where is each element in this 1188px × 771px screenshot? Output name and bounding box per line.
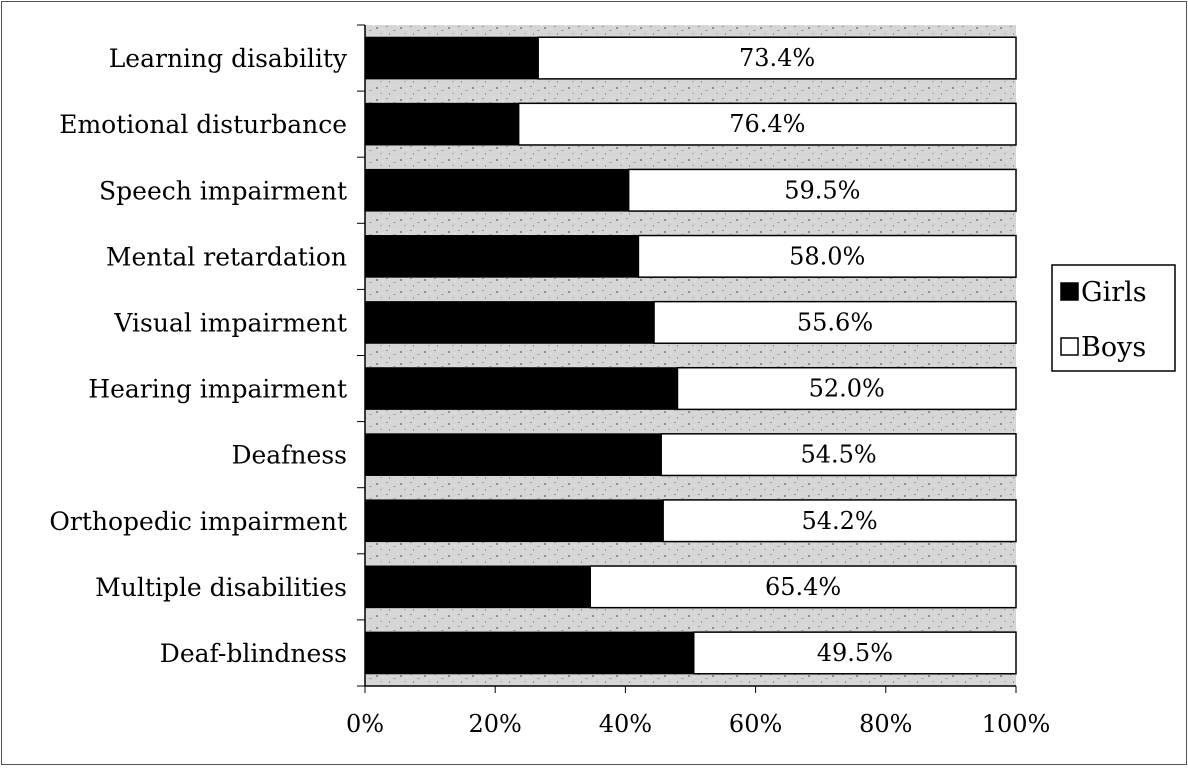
category-label: Learning disability	[109, 44, 348, 73]
bar-girls	[364, 367, 678, 410]
bar-girls	[364, 301, 655, 344]
bar-boys	[693, 631, 1017, 675]
x-tick-label: 100%	[982, 710, 1051, 738]
data-label: 52.0%	[809, 375, 885, 403]
legend-swatch-girls	[1060, 282, 1079, 301]
x-tick-label: 60%	[729, 710, 782, 738]
bar-boys	[637, 234, 1017, 278]
data-label: 73.4%	[739, 44, 815, 72]
category-label: Visual impairment	[113, 308, 347, 337]
bar-boys	[676, 366, 1017, 411]
data-label: 76.4%	[729, 110, 805, 138]
x-tick-label: 40%	[599, 710, 652, 738]
bar-boys	[517, 102, 1017, 146]
bar-boys	[653, 300, 1017, 345]
bar-girls	[364, 36, 539, 80]
x-tick-label: 0%	[346, 710, 384, 738]
category-label: Emotional disturbance	[59, 110, 347, 139]
bar-girls	[364, 565, 591, 609]
data-label: 55.6%	[797, 308, 873, 336]
category-label: Mental retardation	[106, 242, 347, 271]
data-label: 49.5%	[817, 639, 893, 667]
bar-girls	[364, 168, 630, 212]
bar-boys	[662, 499, 1017, 543]
bar-girls	[364, 102, 520, 146]
bar-girls	[364, 433, 662, 476]
bars-layer: 73.4% 76.4% 59.5% 58.0% 55.6% 52.0% 54.5% 54.2%…	[364, 36, 1017, 675]
bar-boys	[627, 168, 1017, 212]
category-label: Deaf-blindness	[160, 639, 347, 668]
data-label: 54.2%	[801, 507, 877, 535]
axes: Learning disability Emotional disturbance…	[49, 24, 1051, 738]
category-label: Hearing impairment	[88, 375, 347, 404]
x-tick-label: 20%	[469, 710, 522, 738]
legend-swatch-boys	[1060, 337, 1079, 356]
category-label: Speech impairment	[99, 176, 347, 205]
bar-girls	[364, 235, 639, 278]
category-label: Multiple disabilities	[95, 573, 347, 602]
legend-label: Girls	[1081, 277, 1147, 308]
data-label: 59.5%	[784, 176, 860, 204]
bar-girls	[364, 631, 695, 675]
legend-label: Boys	[1081, 332, 1146, 363]
data-label: 65.4%	[765, 573, 841, 601]
bar-girls	[364, 499, 664, 543]
x-tick-label: 80%	[859, 710, 912, 738]
bar-boys	[537, 36, 1017, 80]
category-label: Deafness	[231, 441, 347, 470]
data-label: 58.0%	[789, 242, 865, 270]
data-label: 54.5%	[800, 441, 876, 469]
bar-boys	[589, 565, 1017, 609]
legend: Girls Boys	[1051, 264, 1176, 372]
category-label: Orthopedic impairment	[49, 507, 347, 536]
bar-boys	[660, 433, 1017, 477]
